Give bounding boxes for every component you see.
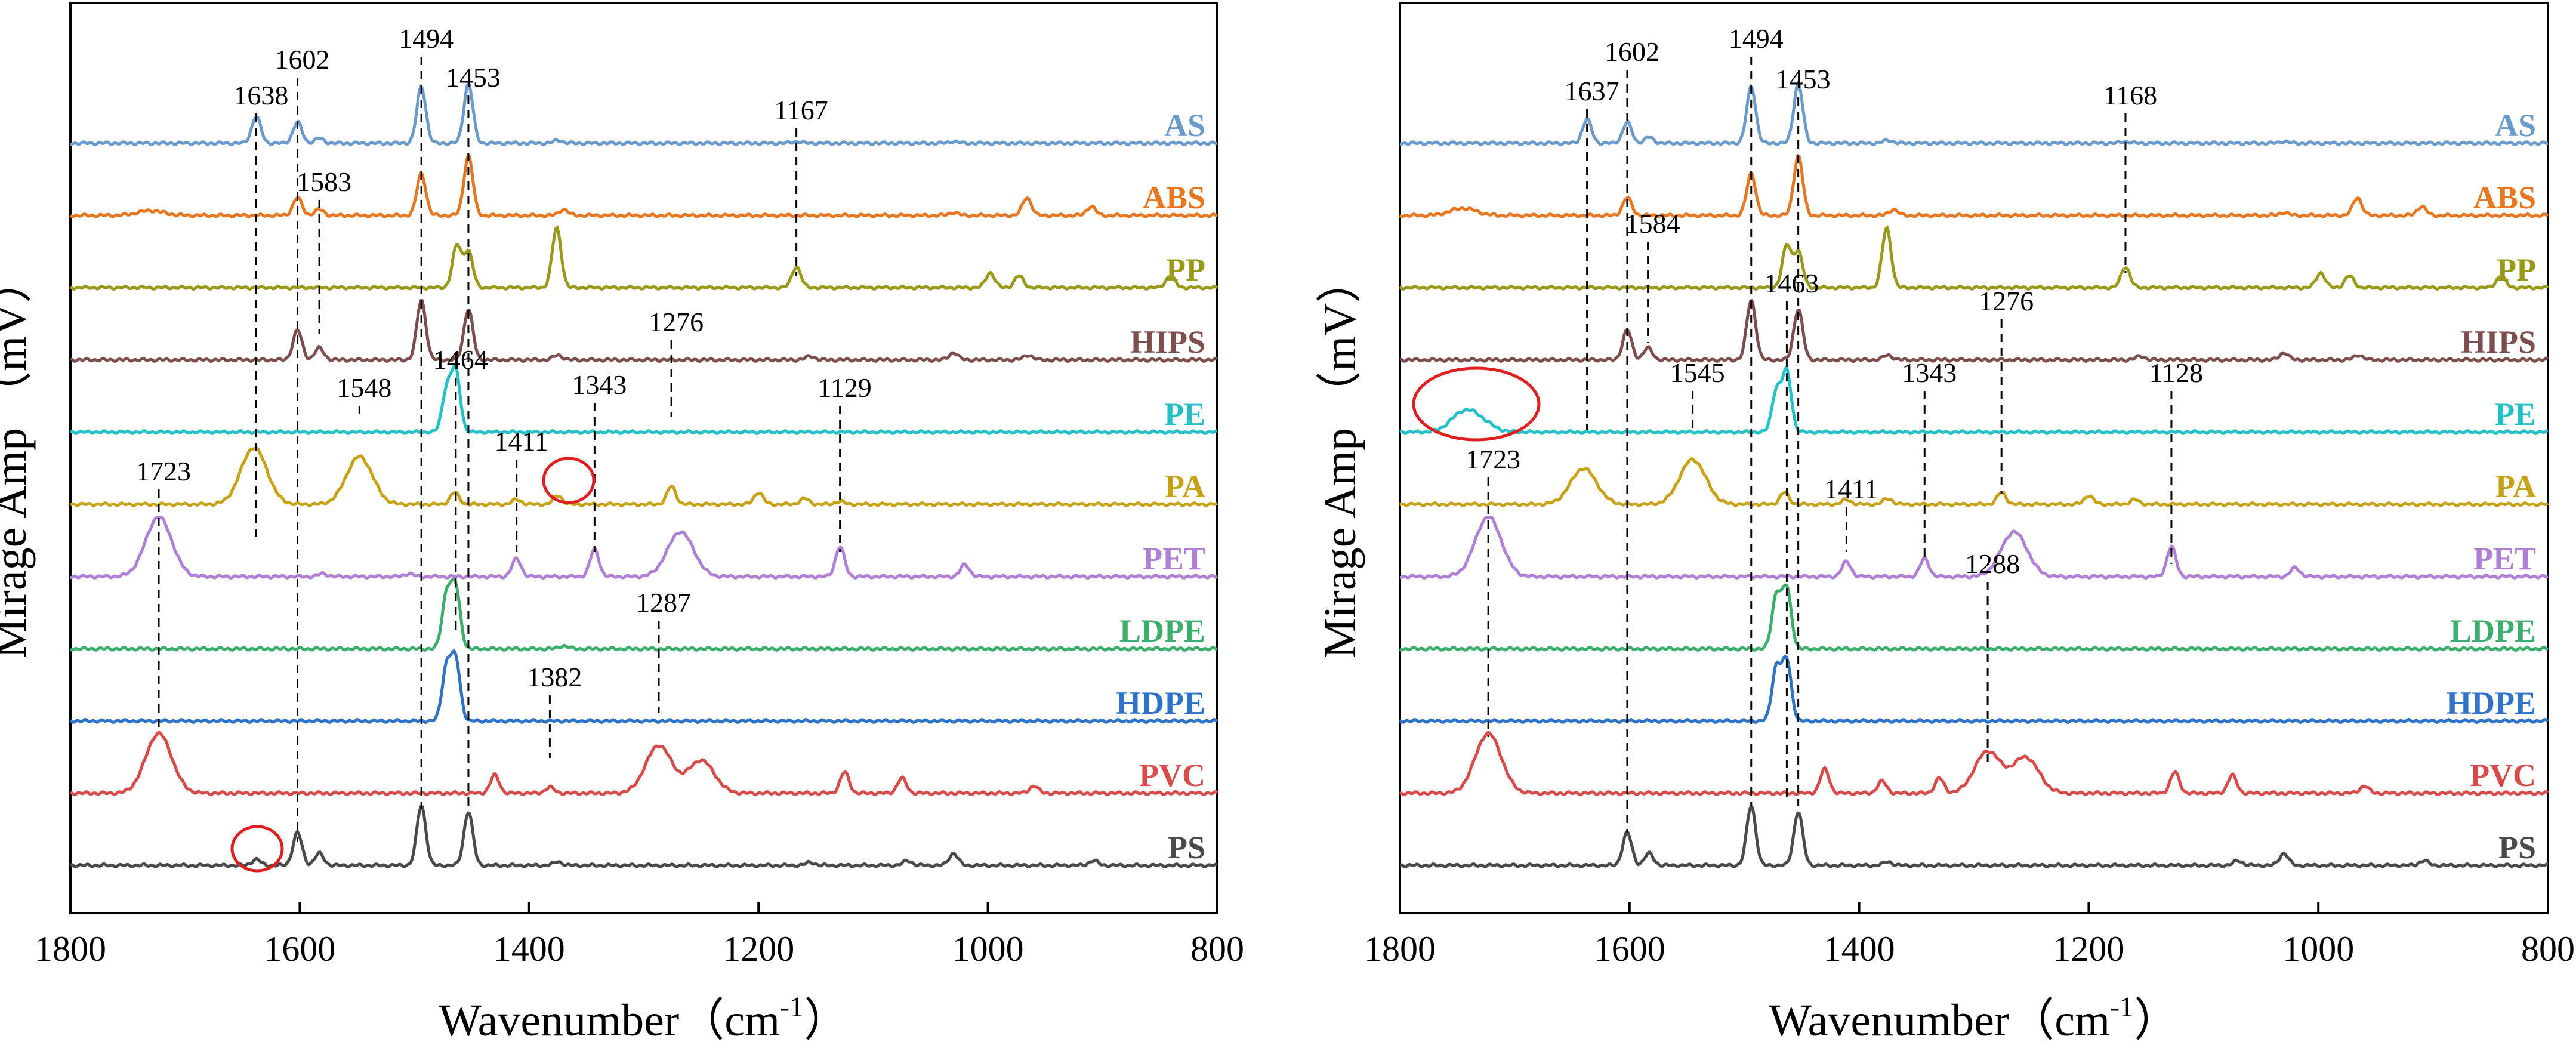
peak-label: 1128 (2149, 357, 2203, 388)
peak-label: 1638 (233, 80, 288, 110)
peak-label: 1584 (1625, 208, 1680, 239)
series-line-ps (70, 805, 1218, 869)
highlight-circle (1412, 366, 1541, 442)
x-tick-label: 800 (1190, 929, 1244, 969)
x-tick-label: 1800 (35, 929, 106, 969)
series-line-hdpe (1399, 654, 2549, 725)
peak-label: 1464 (433, 344, 488, 375)
series-label-ldpe: LDPE (1119, 613, 1205, 649)
peak-label: 1129 (818, 372, 872, 403)
series-label-hips: HIPS (2461, 324, 2536, 360)
series-label-hdpe: HDPE (1116, 685, 1205, 721)
highlight-circle (542, 457, 596, 504)
x-tick-label: 1400 (1824, 929, 1895, 969)
series-line-pe (1399, 365, 2549, 436)
peak-label: 1583 (297, 167, 351, 197)
x-axis-label: Wavenumber（cm-1） (1769, 991, 2179, 1046)
series-label-ps: PS (2498, 830, 2536, 865)
series-line-as (70, 80, 1218, 147)
peak-label: 1453 (1776, 64, 1831, 94)
series-label-pe: PE (1164, 396, 1205, 432)
series-label-ldpe: LDPE (2450, 613, 2536, 649)
peak-label: 1723 (136, 456, 191, 486)
peak-label: 1276 (1979, 286, 2034, 316)
panel-left: 1800 1600 1400 1200 1000 800 Wavenumber（cm-1） M… (0, 2, 1244, 1046)
peak-label: 1382 (527, 662, 582, 692)
series-label-as: AS (1164, 107, 1205, 143)
series-label-abs: ABS (1143, 180, 1205, 215)
series-line-pp (1399, 225, 2549, 291)
series-line-abs (69, 153, 1218, 219)
series-label-hdpe: HDPE (2447, 685, 2536, 721)
series-label-pvc: PVC (1139, 757, 1205, 793)
peak-label: 1276 (649, 307, 704, 337)
series-line-pet (70, 515, 1218, 580)
plot-frame (1399, 2, 2549, 914)
peak-label: 1637 (1565, 76, 1619, 106)
series-label-pvc: PVC (2470, 757, 2536, 793)
series-label-ps: PS (1168, 830, 1205, 865)
series-line-abs (1399, 153, 2549, 219)
x-tick-label: 1800 (1364, 929, 1436, 969)
peak-label: 1343 (1902, 357, 1957, 388)
peak-label: 1343 (572, 369, 627, 400)
peak-label: 1545 (1670, 357, 1725, 388)
peak-label: 1548 (337, 372, 391, 403)
series-label-pet: PET (1143, 541, 1205, 577)
series-line-pa (1399, 457, 2549, 508)
series-line-as (1399, 80, 2549, 147)
series-line-pa (69, 446, 1218, 508)
x-tick-label: 1400 (493, 929, 565, 969)
x-tick-label: 1000 (2282, 929, 2354, 969)
x-tick-label: 1600 (1594, 929, 1665, 969)
series-label-pp: PP (1166, 252, 1205, 288)
series-line-hips (1399, 299, 2549, 363)
peak-label: 1411 (495, 426, 548, 457)
series-label-pe: PE (2495, 396, 2536, 432)
series-line-hdpe (69, 649, 1218, 725)
y-axis-label: Mirage Amp （mV） (0, 258, 36, 658)
peak-label: 1287 (636, 587, 691, 618)
x-tick-label: 1200 (723, 929, 794, 969)
series-label-abs: ABS (2473, 180, 2536, 215)
peak-label: 1168 (2103, 80, 2157, 110)
x-axis-label: Wavenumber（cm-1） (439, 991, 849, 1046)
series-label-as: AS (2495, 107, 2536, 143)
series-label-pa: PA (1165, 468, 1205, 504)
series-line-ldpe (1399, 583, 2549, 652)
series-label-pa: PA (2495, 468, 2536, 504)
peak-label: 1167 (774, 95, 828, 125)
peak-label: 1453 (446, 62, 501, 93)
series-line-pvc (1399, 730, 2549, 797)
x-tick-label: 800 (2521, 929, 2575, 969)
series-line-pe (70, 363, 1218, 436)
series-line-hips (70, 299, 1218, 363)
series-line-ldpe (69, 578, 1218, 652)
peak-label: 1411 (1824, 474, 1878, 504)
series-line-pvc (69, 730, 1218, 797)
series-line-pet (1400, 515, 2549, 580)
peak-label: 1602 (1605, 36, 1659, 67)
series-label-hips: HIPS (1130, 324, 1205, 360)
series-label-pp: PP (2497, 252, 2536, 288)
peak-label: 1463 (1764, 268, 1819, 298)
peak-label: 1494 (1729, 23, 1784, 54)
y-axis-label: Mirage Amp （mV） (1315, 258, 1365, 658)
peak-label: 1288 (1965, 548, 2020, 579)
x-tick-label: 1200 (2053, 929, 2124, 969)
panel-right: 1800 1600 1400 1200 1000 800 Wavenumber（cm-1） M… (1315, 2, 2575, 1046)
series-label-pet: PET (2473, 541, 2536, 577)
peak-label: 1494 (399, 23, 454, 54)
x-tick-label: 1600 (264, 929, 335, 969)
highlight-circle (230, 825, 284, 873)
series-line-pp (69, 225, 1218, 291)
series-line-ps (1399, 805, 2549, 869)
peak-label: 1602 (275, 44, 330, 75)
peak-label: 1723 (1466, 444, 1520, 474)
plot-frame (69, 2, 1218, 914)
x-tick-label: 1000 (952, 929, 1024, 969)
